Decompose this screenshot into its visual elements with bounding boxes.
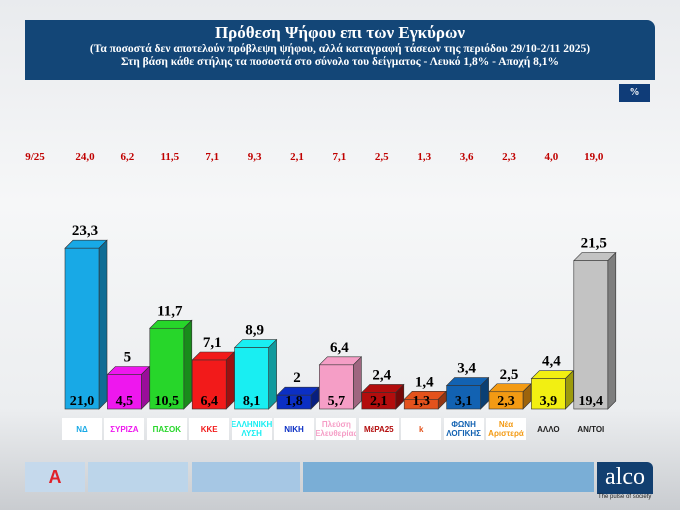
bar bbox=[573, 260, 609, 410]
bar bbox=[191, 359, 227, 410]
value-label: 11,7 bbox=[157, 303, 183, 319]
footer-band-3 bbox=[303, 462, 594, 492]
bar bbox=[107, 374, 142, 410]
base-label: 1,3 bbox=[412, 394, 430, 409]
previous-value: 24,0 bbox=[75, 151, 95, 163]
bar-side bbox=[225, 351, 235, 410]
value-label: 6,4 bbox=[330, 340, 349, 356]
chart-subtitle-1: (Τα ποσοστά δεν αποτελούν πρόβλεψη ψήφου… bbox=[89, 43, 591, 55]
party-logo: Πλεύση Ελευθερίας bbox=[316, 418, 357, 440]
bar-chart: 23,3 21,0 5 4,5 11,7 10,5 7,1 6,4 8,9 8,1 2 1,8 6,4 5… bbox=[64, 223, 617, 410]
bar bbox=[446, 385, 481, 410]
previous-value: 7,1 bbox=[205, 151, 220, 163]
base-label: 4,5 bbox=[116, 394, 134, 409]
party-logo: ΑΛΛΟ bbox=[537, 424, 560, 434]
base-label: 6,4 bbox=[200, 394, 218, 409]
base-label: 2,3 bbox=[497, 394, 515, 409]
value-label: 2,4 bbox=[372, 367, 391, 383]
base-label: 1,8 bbox=[285, 394, 303, 409]
bar-side bbox=[607, 251, 617, 410]
bar bbox=[319, 364, 354, 410]
value-label: 4,4 bbox=[542, 354, 561, 370]
previous-value: 3,6 bbox=[459, 151, 474, 163]
footer-band-2 bbox=[192, 462, 300, 492]
previous-value: 2,3 bbox=[502, 151, 516, 163]
bar bbox=[276, 394, 312, 410]
value-label: 1,4 bbox=[415, 374, 434, 390]
bar bbox=[234, 347, 269, 410]
previous-value: 6,2 bbox=[120, 151, 135, 163]
previous-value: 7,1 bbox=[332, 151, 347, 163]
value-label: 3,4 bbox=[457, 361, 476, 377]
party-logo: ΣΥΡΙΖΑ bbox=[104, 418, 145, 440]
previous-value: 2,5 bbox=[374, 151, 389, 163]
bar bbox=[361, 392, 397, 410]
channel-logo: A bbox=[48, 467, 62, 487]
previous-value: 9,3 bbox=[247, 151, 262, 163]
party-logo: ΦΩΝΗ ΛΟΓΙΚΗΣ bbox=[443, 418, 484, 440]
unit-badge: % bbox=[619, 84, 650, 102]
base-label: 5,7 bbox=[328, 394, 346, 409]
alco-tagline: The pulse of society bbox=[598, 494, 652, 500]
bar bbox=[64, 247, 100, 410]
bar bbox=[403, 399, 439, 410]
party-logo: ΜέΡΑ25 bbox=[358, 418, 399, 440]
party-logo: ΝΔ bbox=[62, 418, 102, 440]
chart-subtitle-2: Στη βάση κάθε στήλης τα ποσοστά στο σύνο… bbox=[120, 56, 560, 68]
value-label: 2,5 bbox=[500, 367, 519, 383]
bar-side bbox=[183, 319, 193, 410]
alco-logo: alco bbox=[597, 462, 653, 494]
previous-value: 11,5 bbox=[160, 151, 180, 163]
party-logo: ΕΛΛΗΝΙΚΗ ΛΥΣΗ bbox=[231, 418, 272, 440]
base-label: 8,1 bbox=[243, 394, 261, 409]
previous-row-label: 9/25 bbox=[25, 151, 45, 163]
value-label: 23,3 bbox=[72, 223, 98, 239]
bar bbox=[149, 327, 185, 410]
party-logo: k bbox=[401, 418, 442, 440]
bar bbox=[488, 391, 524, 410]
base-label: 3,1 bbox=[455, 394, 473, 409]
value-label: 5 bbox=[124, 350, 132, 366]
value-label: 8,9 bbox=[245, 323, 264, 339]
base-label: 19,4 bbox=[579, 394, 604, 409]
previous-value: 19,0 bbox=[584, 151, 604, 163]
party-logo: ΠΑΣΟΚ bbox=[146, 418, 187, 440]
party-logo: ΝΙΚΗ bbox=[274, 418, 314, 440]
previous-value: 2,1 bbox=[290, 151, 304, 163]
previous-value: 1,3 bbox=[417, 151, 432, 163]
bar-side bbox=[98, 239, 108, 410]
value-label: 7,1 bbox=[203, 335, 222, 351]
party-logo: ΚΚΕ bbox=[189, 418, 230, 440]
bar-side bbox=[268, 338, 277, 410]
title-banner: Πρόθεση Ψήφου επι των Εγκύρων (Τα ποσοστ… bbox=[25, 20, 655, 80]
base-label: 21,0 bbox=[70, 394, 95, 409]
base-label: 10,5 bbox=[155, 394, 180, 409]
footer-band-1 bbox=[88, 462, 188, 492]
party-logo: ΑΝ/ΤΟΙ bbox=[577, 424, 605, 434]
party-logo: Νέα Αριστερά bbox=[486, 418, 526, 440]
chart-title: Πρόθεση Ψήφου επι των Εγκύρων bbox=[214, 23, 466, 42]
value-label: 2 bbox=[293, 370, 301, 386]
base-label: 2,1 bbox=[370, 394, 388, 409]
bar-side bbox=[353, 356, 362, 410]
channel-logo-panel: A bbox=[25, 462, 85, 492]
previous-value: 4,0 bbox=[544, 151, 559, 163]
base-label: 3,9 bbox=[540, 394, 558, 409]
bar bbox=[531, 378, 566, 410]
value-label: 21,5 bbox=[581, 236, 607, 252]
